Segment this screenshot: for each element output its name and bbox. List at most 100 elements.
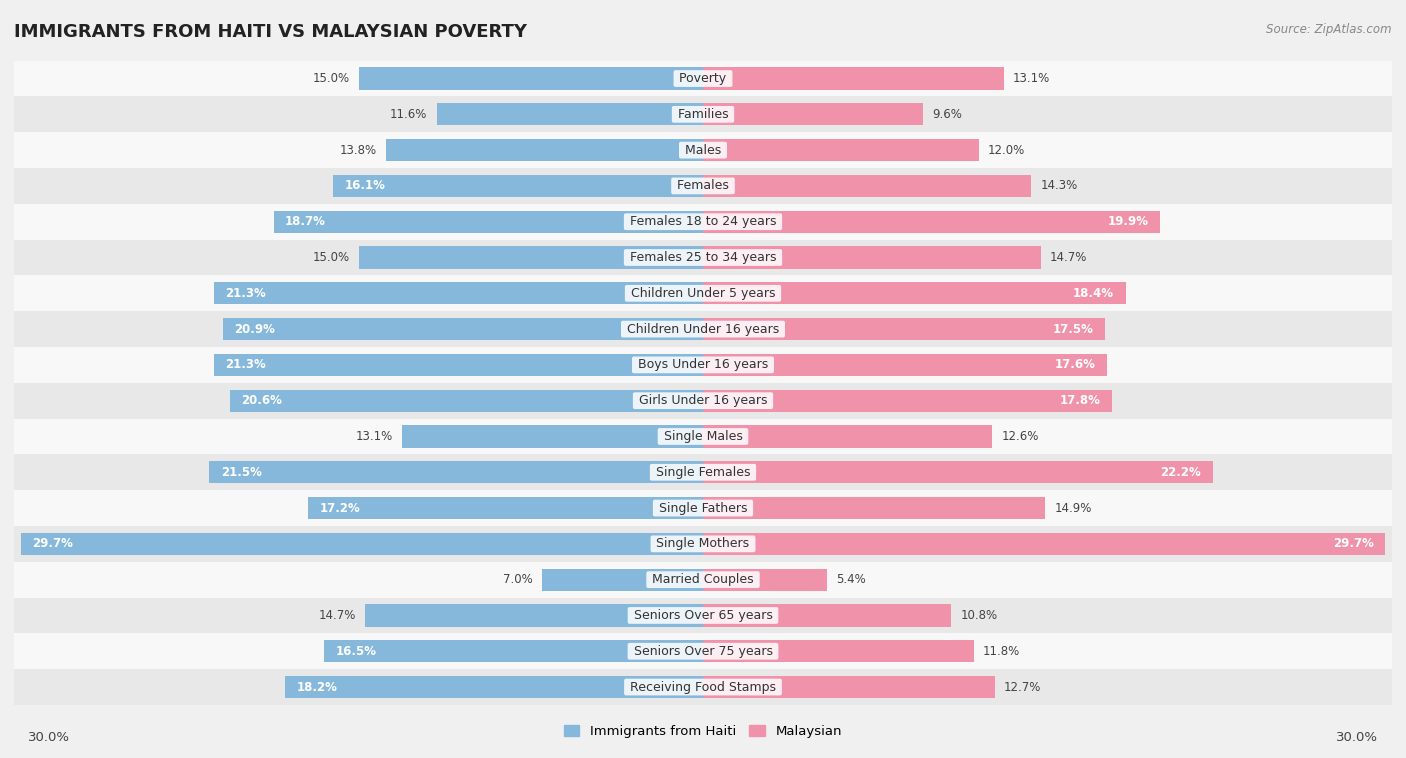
Bar	[703, 103, 924, 125]
Bar	[333, 175, 703, 197]
Text: 14.7%: 14.7%	[1050, 251, 1087, 264]
Text: 12.0%: 12.0%	[988, 143, 1025, 157]
Text: 14.9%: 14.9%	[1054, 502, 1091, 515]
Text: Married Couples: Married Couples	[648, 573, 758, 586]
Text: 30.0%: 30.0%	[28, 731, 70, 744]
Text: Seniors Over 65 years: Seniors Over 65 years	[630, 609, 776, 622]
Bar	[21, 533, 703, 555]
Text: 29.7%: 29.7%	[32, 537, 73, 550]
Text: Receiving Food Stamps: Receiving Food Stamps	[626, 681, 780, 694]
Text: Children Under 5 years: Children Under 5 years	[627, 287, 779, 300]
Text: 29.7%: 29.7%	[1333, 537, 1374, 550]
Bar	[543, 568, 703, 590]
Bar	[703, 282, 1126, 305]
Bar	[703, 461, 1213, 484]
Bar	[14, 669, 1392, 705]
Text: 20.9%: 20.9%	[235, 323, 276, 336]
Text: Boys Under 16 years: Boys Under 16 years	[634, 359, 772, 371]
Bar	[703, 641, 974, 662]
Text: Single Males: Single Males	[659, 430, 747, 443]
Text: 14.3%: 14.3%	[1040, 180, 1078, 193]
Bar	[437, 103, 703, 125]
Text: 21.5%: 21.5%	[221, 465, 262, 479]
Bar	[274, 211, 703, 233]
Bar	[214, 354, 703, 376]
Bar	[308, 497, 703, 519]
Bar	[325, 641, 703, 662]
Text: 16.1%: 16.1%	[344, 180, 385, 193]
Bar	[703, 67, 1004, 89]
Text: Females: Females	[673, 180, 733, 193]
Bar	[14, 418, 1392, 454]
Text: 18.7%: 18.7%	[285, 215, 326, 228]
Bar	[387, 139, 703, 161]
Text: 21.3%: 21.3%	[225, 287, 266, 300]
Text: Females 25 to 34 years: Females 25 to 34 years	[626, 251, 780, 264]
Bar	[14, 383, 1392, 418]
Bar	[14, 634, 1392, 669]
Bar	[366, 604, 703, 627]
Text: Families: Families	[673, 108, 733, 121]
Bar	[14, 168, 1392, 204]
Text: 13.8%: 13.8%	[340, 143, 377, 157]
Text: 22.2%: 22.2%	[1160, 465, 1201, 479]
Bar	[359, 246, 703, 268]
Text: 12.7%: 12.7%	[1004, 681, 1042, 694]
Text: Single Mothers: Single Mothers	[652, 537, 754, 550]
Bar	[285, 676, 703, 698]
Bar	[703, 604, 950, 627]
Text: 13.1%: 13.1%	[1012, 72, 1050, 85]
Bar	[214, 282, 703, 305]
Text: 15.0%: 15.0%	[312, 72, 349, 85]
Text: IMMIGRANTS FROM HAITI VS MALAYSIAN POVERTY: IMMIGRANTS FROM HAITI VS MALAYSIAN POVER…	[14, 23, 527, 41]
Text: 10.8%: 10.8%	[960, 609, 997, 622]
Bar	[14, 490, 1392, 526]
Text: 12.6%: 12.6%	[1001, 430, 1039, 443]
Text: 17.2%: 17.2%	[319, 502, 360, 515]
Bar	[14, 275, 1392, 312]
Text: Girls Under 16 years: Girls Under 16 years	[634, 394, 772, 407]
Text: 9.6%: 9.6%	[932, 108, 963, 121]
Text: 16.5%: 16.5%	[336, 645, 377, 658]
Text: 15.0%: 15.0%	[312, 251, 349, 264]
Text: Seniors Over 75 years: Seniors Over 75 years	[630, 645, 776, 658]
Bar	[703, 533, 1385, 555]
Legend: Immigrants from Haiti, Malaysian: Immigrants from Haiti, Malaysian	[558, 720, 848, 744]
Text: 11.6%: 11.6%	[389, 108, 427, 121]
Text: 11.8%: 11.8%	[983, 645, 1021, 658]
Bar	[14, 526, 1392, 562]
Bar	[14, 204, 1392, 240]
Text: 5.4%: 5.4%	[837, 573, 866, 586]
Text: Females 18 to 24 years: Females 18 to 24 years	[626, 215, 780, 228]
Bar	[703, 425, 993, 447]
Text: 17.8%: 17.8%	[1059, 394, 1101, 407]
Text: Source: ZipAtlas.com: Source: ZipAtlas.com	[1267, 23, 1392, 36]
Text: 21.3%: 21.3%	[225, 359, 266, 371]
Bar	[14, 96, 1392, 132]
Text: Children Under 16 years: Children Under 16 years	[623, 323, 783, 336]
Text: Poverty: Poverty	[675, 72, 731, 85]
Text: 14.7%: 14.7%	[319, 609, 356, 622]
Text: Males: Males	[681, 143, 725, 157]
Bar	[14, 240, 1392, 275]
Text: 30.0%: 30.0%	[1336, 731, 1378, 744]
Bar	[224, 318, 703, 340]
Bar	[703, 497, 1045, 519]
Bar	[14, 312, 1392, 347]
Bar	[703, 318, 1105, 340]
Text: 17.6%: 17.6%	[1054, 359, 1095, 371]
Bar	[14, 132, 1392, 168]
Bar	[703, 139, 979, 161]
Bar	[703, 354, 1107, 376]
Text: 19.9%: 19.9%	[1108, 215, 1149, 228]
Bar	[703, 390, 1112, 412]
Text: 18.4%: 18.4%	[1073, 287, 1114, 300]
Text: 18.2%: 18.2%	[297, 681, 337, 694]
Bar	[703, 211, 1160, 233]
Text: 20.6%: 20.6%	[242, 394, 283, 407]
Bar	[14, 454, 1392, 490]
Bar	[703, 676, 994, 698]
Bar	[231, 390, 703, 412]
Bar	[14, 347, 1392, 383]
Bar	[359, 67, 703, 89]
